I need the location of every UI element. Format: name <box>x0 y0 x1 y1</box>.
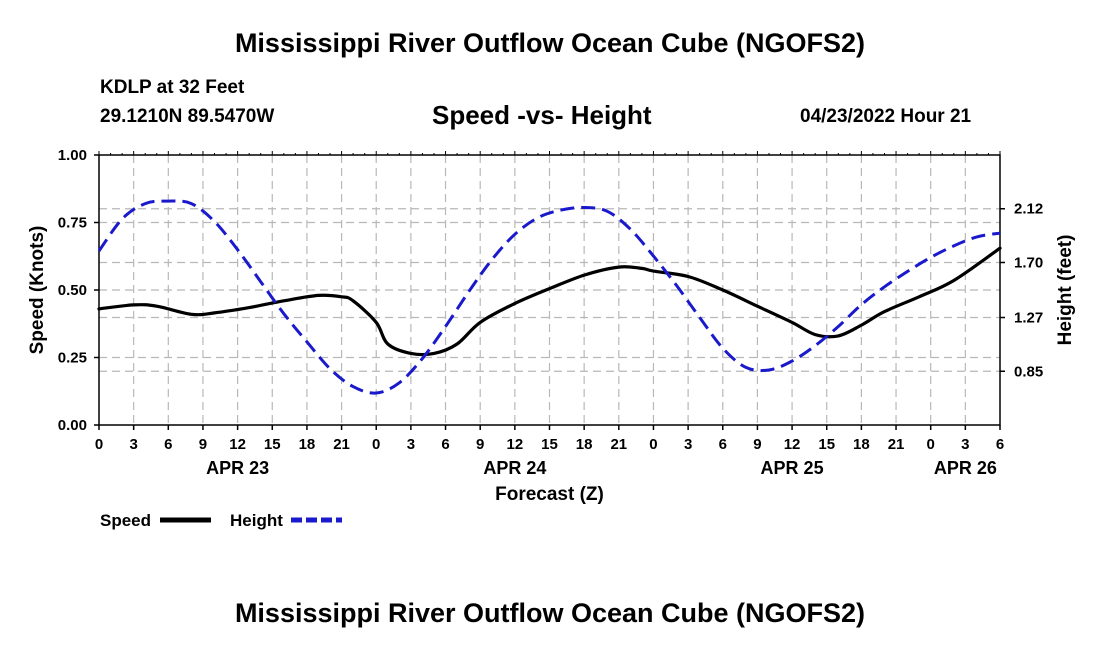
date-label: APR 25 <box>761 458 824 478</box>
date-label: APR 26 <box>934 458 997 478</box>
x-tick-label: 21 <box>610 436 627 453</box>
x-axis-label: Forecast (Z) <box>495 484 604 505</box>
x-tick-label: 15 <box>541 436 558 453</box>
y-tick-label: 0.00 <box>58 417 87 434</box>
legend: Speed Height <box>100 511 342 530</box>
series-line-speed <box>97 246 1002 357</box>
y2-axis-label: Height (feet) <box>1055 235 1076 346</box>
y-tick-label: 0.50 <box>58 282 87 299</box>
x-tick-label: 9 <box>753 436 761 453</box>
date-label: APR 24 <box>483 458 546 478</box>
series-lines <box>97 199 1002 395</box>
station-name: KDLP at 32 Feet <box>100 77 245 98</box>
x-tick-label: 9 <box>199 436 207 453</box>
x-tick-label: 3 <box>684 436 692 453</box>
x-tick-label: 15 <box>818 436 835 453</box>
x-tick-label: 18 <box>576 436 593 453</box>
chart-title: Mississippi River Outflow Ocean Cube (NG… <box>234 28 866 58</box>
x-tick-label: 3 <box>129 436 137 453</box>
x-tick-label: 12 <box>507 436 524 453</box>
x-tick-label: 6 <box>164 436 172 453</box>
x-tick-label: 3 <box>407 436 415 453</box>
x-tick-label: 6 <box>719 436 727 453</box>
y2-tick-label: 2.12 <box>1014 201 1043 218</box>
x-tick-label: 6 <box>441 436 449 453</box>
x-tick-label: 0 <box>649 436 657 453</box>
grid <box>99 155 1000 425</box>
x-tick-label: 21 <box>888 436 905 453</box>
y2-tick-label: 1.70 <box>1014 254 1043 271</box>
series-line-height <box>97 199 1001 395</box>
y-tick-label: 0.75 <box>58 215 87 232</box>
x-tick-label: 0 <box>927 436 935 453</box>
x-tick-label: 0 <box>95 436 103 453</box>
x-tick-label: 9 <box>476 436 484 453</box>
y2-tick-label: 0.85 <box>1014 363 1043 380</box>
forecast-datetime: 04/23/2022 Hour 21 <box>800 106 972 127</box>
x-tick-label: 6 <box>996 436 1004 453</box>
x-tick-label: 12 <box>784 436 801 453</box>
date-label: APR 23 <box>206 458 269 478</box>
legend-label-height: Height <box>230 511 283 530</box>
x-tick-label: 21 <box>333 436 350 453</box>
y2-tick-label: 1.27 <box>1014 310 1043 327</box>
chart-subtitle: Speed -vs- Height <box>432 100 652 130</box>
x-tick-label: 0 <box>372 436 380 453</box>
x-tick-label: 12 <box>229 436 246 453</box>
axis-ticks: 0 3 6 9 12 15 18 21 0 3 6 9 12 15 18 21 0 3 6 9 12 15 18 21 0 3 6 A… <box>58 147 1043 478</box>
x-tick-label: 18 <box>299 436 316 453</box>
y-axis-label: Speed (Knots) <box>27 226 48 355</box>
station-coords: 29.1210N 89.5470W <box>100 106 275 127</box>
x-tick-label: 3 <box>961 436 969 453</box>
footer-title: Mississippi River Outflow Ocean Cube (NG… <box>234 598 866 628</box>
legend-label-speed: Speed <box>100 511 151 530</box>
x-tick-label: 18 <box>853 436 870 453</box>
x-tick-label: 15 <box>264 436 281 453</box>
y-tick-label: 1.00 <box>58 147 87 164</box>
y-tick-label: 0.25 <box>58 350 87 367</box>
